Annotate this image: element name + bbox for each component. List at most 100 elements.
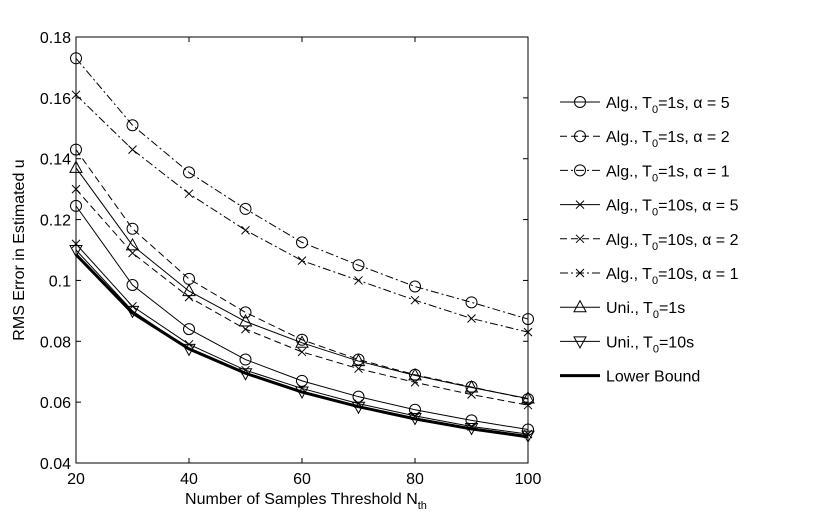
legend-entry: Lower Bound [560, 369, 700, 386]
data-point [409, 280, 421, 293]
data-point [295, 335, 309, 348]
data-point [410, 295, 420, 305]
series-line [75, 243, 529, 435]
y-axis-label: RMS Error in Estimated u [11, 159, 28, 340]
legend-entry: Alg., T0=1s, α = 5 [560, 95, 730, 116]
data-point [182, 283, 196, 297]
y-tick-label: 0.14 [40, 152, 71, 169]
data-point [126, 119, 139, 132]
legend-label: Alg., T0=1s, α = 5 [606, 95, 730, 116]
tick-labels: 20 40 60 80 100 0.04 0.06 0.08 0.1 0.12 0.14 0.16 0.… [40, 30, 542, 488]
legend-label-sub: 0 [652, 172, 658, 184]
data-point [184, 292, 194, 302]
data-point [183, 272, 195, 285]
legend-entry: Alg., T0=10s, α = 5 [560, 198, 739, 219]
data-point [296, 374, 308, 387]
legend-label: Alg., T0=10s, α = 1 [606, 266, 739, 287]
legend-label-post: =1s, α = 2 [658, 129, 730, 146]
data-point [574, 164, 586, 177]
x-axis-label: Number of Samples Threshold Nth [185, 491, 427, 512]
axis-ticks [75, 36, 529, 464]
legend-entry: Alg., T0=1s, α = 1 [560, 163, 730, 184]
legend-label-post: =10s, α = 2 [658, 232, 739, 249]
legend-label-post: =1s, α = 5 [658, 95, 730, 112]
legend-label-pre: Uni., T [606, 300, 653, 317]
series-2 [70, 143, 534, 406]
data-point [575, 200, 585, 209]
legend-label-sub: 0 [652, 207, 658, 219]
legend-label: Uni., T0=1s [606, 300, 685, 321]
data-point [573, 336, 587, 349]
data-point [467, 314, 476, 323]
legend-label-sub: 0 [652, 138, 658, 150]
legend-entry: Alg., T0=1s, α = 2 [560, 129, 730, 150]
legend-label-pre: Alg., T [606, 163, 652, 180]
y-tick-label: 0.06 [40, 395, 71, 412]
data-point [296, 236, 308, 249]
legend-label-pre: Alg., T [606, 266, 652, 283]
legend-label: Uni., T0=10s [606, 334, 694, 355]
legend-label-post: =10s, α = 1 [658, 266, 739, 283]
x-axis-label-sub: th [418, 500, 427, 512]
x-tick-label: 80 [406, 471, 424, 488]
data-point [352, 259, 365, 272]
data-point [125, 237, 140, 251]
legend-entry: Alg., T0=10s, α = 1 [560, 266, 739, 287]
series-line [75, 149, 529, 400]
data-point [183, 323, 195, 336]
series-layer [69, 52, 535, 444]
y-tick-label: 0.12 [40, 213, 71, 230]
y-tick-label: 0.04 [40, 456, 71, 473]
legend-label: Alg., T0=10s, α = 2 [606, 232, 739, 253]
data-point [408, 367, 422, 381]
y-tick-label: 0.08 [40, 334, 71, 351]
data-point [297, 347, 307, 357]
legend-label-pre: Alg., T [606, 232, 652, 249]
legend-label-post: =1s [659, 300, 685, 317]
data-point [184, 189, 194, 199]
data-point [574, 96, 586, 108]
data-point [126, 222, 139, 235]
series-4 [71, 239, 533, 439]
series-line [75, 205, 529, 431]
series-line [75, 188, 529, 406]
data-point [464, 379, 479, 393]
x-tick-label: 20 [67, 471, 85, 488]
x-tick-label: 40 [180, 471, 198, 488]
x-tick-label: 100 [515, 471, 542, 488]
x-tick-label: 60 [293, 471, 311, 488]
legend-label: Alg., T0=10s, α = 5 [606, 198, 739, 219]
legend-label-post: =10s [659, 334, 694, 351]
data-point [574, 130, 586, 143]
legend-label-post: =10s, α = 5 [658, 198, 739, 215]
data-point [297, 256, 307, 266]
data-point [238, 313, 253, 327]
legend-label-pre: Lower Bound [606, 369, 700, 386]
data-point [239, 202, 252, 215]
y-tick-label: 0.18 [40, 30, 71, 47]
data-point [126, 278, 139, 291]
data-point [239, 306, 252, 319]
plot-frame [75, 36, 529, 464]
data-point [128, 145, 137, 154]
legend-label-pre: Alg., T [606, 95, 652, 112]
legend-label: Alg., T0=1s, α = 2 [606, 129, 730, 150]
series-6 [71, 90, 533, 337]
legend-entry: Uni., T0=1s [560, 299, 685, 321]
data-point [575, 234, 585, 244]
series-line [75, 167, 529, 399]
legend-label-post: =1s, α = 1 [658, 163, 730, 180]
series-line [75, 57, 529, 320]
series-8 [69, 245, 535, 444]
legend-label-pre: Alg., T [606, 198, 652, 215]
data-point [241, 225, 250, 235]
y-tick-label: 0.16 [40, 91, 71, 108]
data-point [573, 299, 587, 313]
legend-label-sub: 0 [653, 309, 659, 321]
series-7 [69, 160, 535, 404]
legend-entry: Alg., T0=10s, α = 2 [560, 232, 739, 253]
data-point [351, 353, 366, 367]
legend-label: Alg., T0=1s, α = 1 [606, 163, 730, 184]
